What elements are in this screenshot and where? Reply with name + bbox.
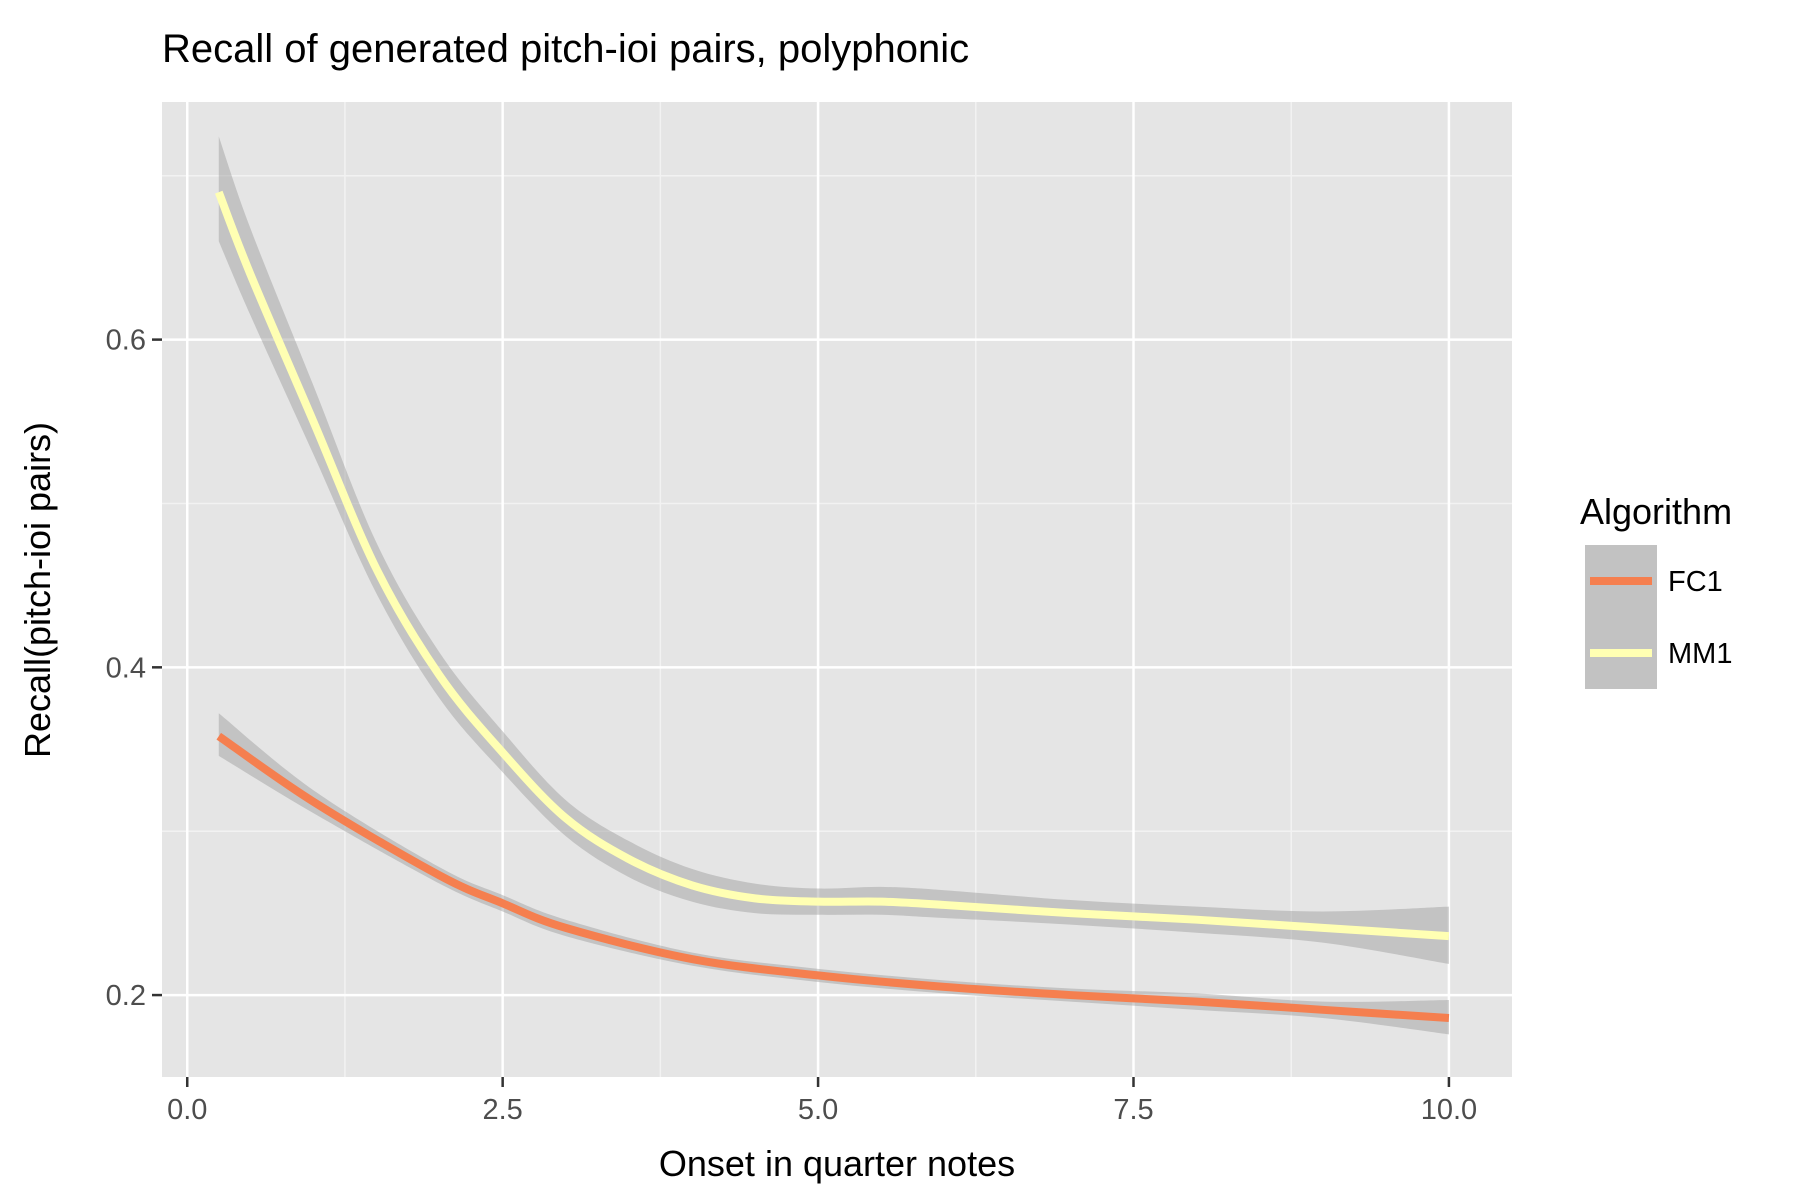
y-axis-title: Recall(pitch-ioi pairs): [17, 422, 58, 758]
series-lines: [215, 190, 1450, 1023]
series-line-fc1: [216, 732, 1450, 1023]
legend-label-fc1: FC1: [1668, 566, 1723, 598]
x-tick-label: 10.0: [1421, 1094, 1477, 1126]
chart-title: Recall of generated pitch-ioi pairs, pol…: [162, 27, 969, 71]
x-tick-label: 0.0: [167, 1094, 207, 1126]
x-tick-label: 2.5: [482, 1094, 522, 1126]
series-line-mm1: [215, 190, 1450, 941]
legend-label-mm1: MM1: [1668, 638, 1732, 670]
confidence-ribbons: [218, 136, 1449, 1035]
grid-minor: [162, 102, 1512, 1077]
y-tick-label: 0.6: [106, 325, 146, 357]
ribbon-fc1: [218, 713, 1449, 1035]
y-axis: 0.2 0.4 0.6: [106, 325, 162, 1012]
x-axis-title: Onset in quarter notes: [659, 1143, 1015, 1184]
x-tick-label: 7.5: [1113, 1094, 1153, 1126]
legend: Algorithm FC1 MM1: [1580, 491, 1732, 689]
legend-title: Algorithm: [1580, 491, 1732, 532]
x-tick-label: 5.0: [798, 1094, 838, 1126]
x-axis: 0.0 2.5 5.0 7.5 10.0: [167, 1077, 1477, 1126]
y-tick-label: 0.4: [106, 652, 146, 684]
y-tick-label: 0.2: [106, 980, 146, 1012]
